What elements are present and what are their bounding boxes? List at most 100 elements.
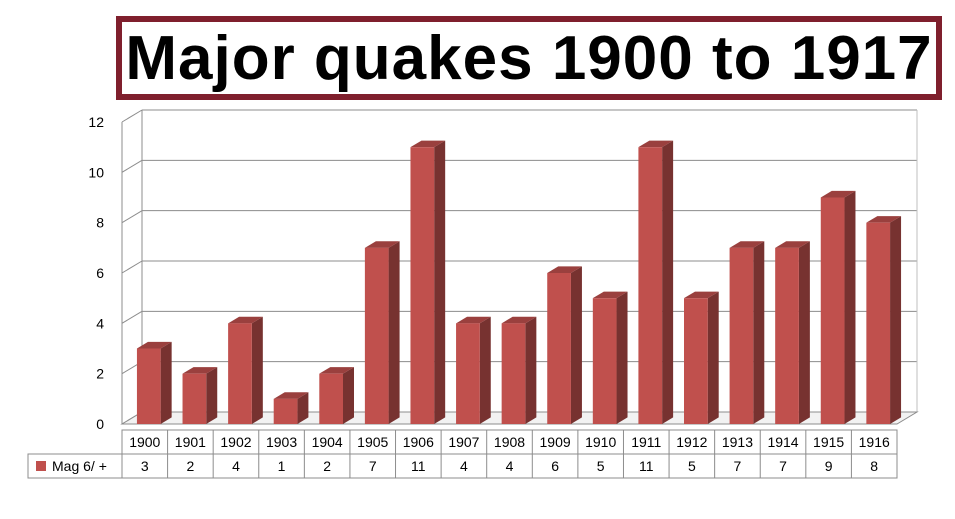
table-value: 7 [369,458,377,474]
x-tick-label: 1911 [631,434,661,450]
bar-top [364,241,400,248]
x-tick-label: 1907 [448,434,479,450]
bar-top [228,316,263,324]
bar-top [456,316,491,324]
chart-title: Major quakes 1900 to 1917 [125,23,933,93]
bar-top [547,266,582,273]
bar-side [707,291,719,424]
bar-side [616,291,628,424]
table-value: 11 [639,458,654,474]
bar [456,323,480,424]
bar-top [592,291,628,299]
side-wall-line [121,109,143,123]
x-tick-label: 1916 [859,434,890,450]
bar [729,247,754,424]
bar-top [638,140,674,148]
x-tick-label: 1912 [676,434,707,450]
x-tick-label: 1913 [722,434,753,450]
legend-swatch [36,461,46,471]
table-value: 2 [186,458,194,474]
x-tick-label: 1904 [312,434,343,450]
bar [273,398,298,424]
y-tick-label: 12 [88,114,104,130]
side-wall-line [121,159,143,173]
bar-top [866,216,902,223]
bar [820,197,845,424]
bar-top [319,367,354,374]
bar [182,373,207,424]
x-tick-label: 1906 [403,434,434,450]
x-tick-label: 1909 [540,434,571,450]
bar-top [775,241,810,248]
bar-side [890,216,902,424]
bar-side [525,316,537,424]
table-value: 1 [278,458,286,474]
bar-side [479,316,491,424]
bar-side [844,190,856,424]
x-tick-label: 1902 [220,434,251,450]
bar-side [251,316,263,424]
bar-side [297,392,309,424]
table-value: 9 [825,458,833,474]
y-tick-label: 10 [88,164,104,180]
bar-side [570,266,582,424]
bar [775,247,799,424]
bar-top [729,241,765,248]
bar-side [434,140,446,425]
bar [364,247,389,424]
bar-top [684,291,719,299]
bar-top [136,341,172,349]
x-tick-label: 1903 [266,434,297,450]
table-value: 7 [734,458,742,474]
bar-side [388,241,400,424]
table-value: 5 [688,458,696,474]
bar [136,348,161,424]
y-tick-label: 2 [96,366,104,382]
bar [592,298,617,424]
x-tick-label: 1908 [494,434,525,450]
table-value: 4 [460,458,468,474]
table-value: 8 [870,458,878,474]
side-wall-line [121,210,143,224]
chart-title-box: Major quakes 1900 to 1917 [116,16,942,100]
y-tick-label: 8 [96,215,104,231]
bar-side [206,367,218,424]
x-tick-label: 1914 [767,434,798,450]
bar [684,298,708,424]
table-value: 5 [597,458,605,474]
legend-label: Mag 6/ + [52,458,107,474]
table-value: 3 [141,458,149,474]
bar-top [501,316,537,324]
table-value: 2 [323,458,331,474]
y-tick-label: 0 [96,416,104,432]
side-wall-line [121,310,143,324]
bar-top [410,140,446,148]
x-tick-label: 1915 [813,434,844,450]
bar-side [343,367,354,424]
y-tick-label: 6 [96,265,104,281]
bar-side [798,241,810,424]
table-value: 4 [232,458,240,474]
bar-top [182,367,218,374]
table-data-row [27,453,898,479]
bar [866,222,891,424]
bar-side [662,140,674,425]
x-tick-label: 1910 [585,434,616,450]
bar [228,323,252,424]
table-value: 6 [551,458,559,474]
bar [547,273,571,424]
x-tick-label: 1900 [129,434,160,450]
bar [410,147,435,424]
bar-top [273,392,309,399]
x-tick-label: 1905 [357,434,388,450]
bar [501,323,526,424]
bar [319,373,343,424]
x-tick-label: 1901 [175,434,206,450]
table-value: 7 [779,458,787,474]
table-value: 11 [411,458,426,474]
bar [638,147,663,424]
bar-side [160,341,172,424]
y-tick-label: 4 [96,315,104,331]
side-wall-line [121,260,143,274]
